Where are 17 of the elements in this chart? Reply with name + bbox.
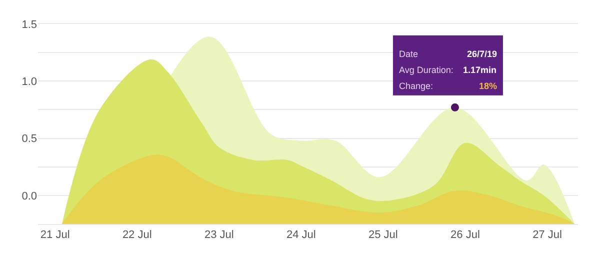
x-tick-label: 23 Jul [204,229,234,242]
x-tick-label: 26 Jul [450,229,480,242]
x-tick-label: 21 Jul [40,229,70,242]
y-tick-label: 0.5 [22,133,37,146]
annotation: Avg Duration: [399,65,454,75]
y-tick-label: 1.5 [22,18,37,31]
annotation: 18% [479,81,498,91]
x-tick-label: 27 Jul [532,229,562,242]
annotation: Change: [399,81,434,91]
annotation: 26/7/19 [467,49,498,59]
x-tick-label: 22 Jul [122,229,152,242]
annotation: Date [399,49,418,59]
y-tick-label: 1.0 [22,76,37,88]
x-tick-label: 25 Jul [368,229,398,242]
annotation: 1.17min [463,65,497,75]
x-tick-label: 24 Jul [286,229,316,242]
y-tick-label: 0.0 [22,190,37,202]
